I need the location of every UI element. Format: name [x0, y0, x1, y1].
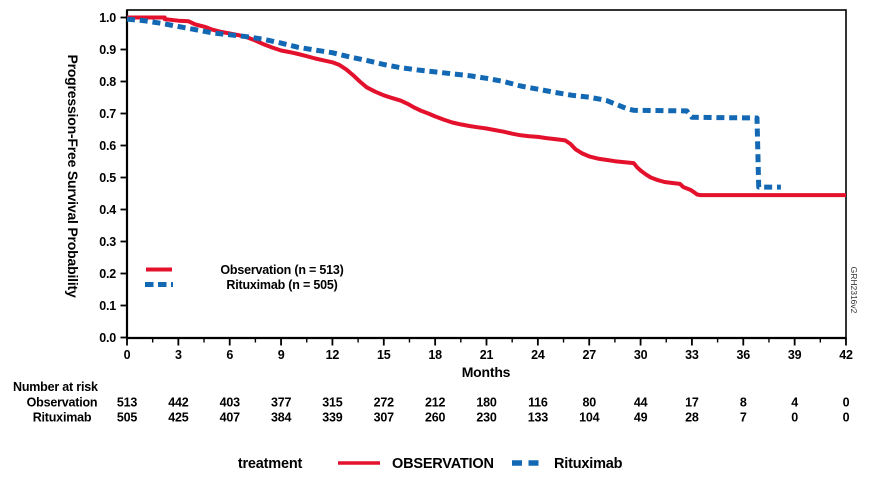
risk-value: 80: [582, 396, 596, 410]
risk-value: 260: [425, 411, 446, 425]
bottom-legend-observation-label: OBSERVATION: [392, 456, 494, 472]
risk-table-title: Number at risk: [13, 380, 98, 394]
chart-legend: Observation (n = 513) Rituximab (n = 505…: [145, 263, 344, 292]
risk-value: 407: [220, 411, 241, 425]
risk-table: Number at risk Observation Rituximab: [13, 380, 98, 425]
risk-value: 4: [791, 396, 798, 410]
bottom-legend-rituximab-label: Rituximab: [554, 456, 623, 472]
x-tick-label: 27: [582, 348, 596, 362]
risk-value: 230: [476, 411, 497, 425]
x-tick-label: 6: [226, 348, 233, 362]
legend-observation-label: Observation (n = 513): [220, 263, 343, 277]
x-tick-label: 21: [480, 348, 494, 362]
risk-value: 0: [843, 411, 850, 425]
risk-value: 384: [271, 411, 292, 425]
x-tick-label: 36: [737, 348, 751, 362]
risk-value: 272: [374, 396, 395, 410]
risk-value: 339: [322, 411, 343, 425]
survival-curves: [126, 15, 846, 198]
risk-value: 116: [528, 396, 548, 410]
y-tick-label: 0.6: [99, 139, 116, 153]
risk-value: 28: [685, 411, 699, 425]
risk-value: 7: [740, 411, 747, 425]
risk-row-observation-label: Observation: [27, 396, 98, 410]
bottom-legend: treatment OBSERVATION Rituximab: [238, 456, 623, 472]
legend-rituximab-label: Rituximab (n = 505): [226, 278, 337, 292]
risk-value: 377: [271, 396, 292, 410]
risk-value: 403: [220, 396, 241, 410]
y-tick-label: 0.5: [99, 171, 116, 185]
risk-value: 17: [685, 396, 699, 410]
y-tick-label: 0.7: [99, 107, 116, 121]
x-tick-label: 33: [685, 348, 699, 362]
risk-value: 0: [791, 411, 798, 425]
bottom-legend-title: treatment: [238, 456, 303, 472]
observation-curve: [127, 15, 846, 198]
risk-value: 212: [425, 396, 446, 410]
risk-value: 133: [528, 411, 549, 425]
y-tick-label: 0.0: [99, 331, 116, 345]
x-tick-label: 30: [634, 348, 648, 362]
x-tick-label: 42: [839, 348, 853, 362]
x-tick-label: 0: [124, 348, 131, 362]
x-tick-label: 9: [278, 348, 285, 362]
risk-value: 505: [117, 411, 138, 425]
risk-value: 180: [476, 396, 497, 410]
x-tick-label: 15: [377, 348, 391, 362]
risk-value: 104: [579, 411, 600, 425]
risk-value: 0: [843, 396, 850, 410]
x-tick-label: 39: [788, 348, 802, 362]
risk-value: 513: [117, 396, 138, 410]
y-tick-label: 0.9: [99, 43, 116, 57]
y-tick-label: 0.2: [99, 267, 116, 281]
risk-value: 425: [168, 411, 189, 425]
risk-value: 8: [740, 396, 747, 410]
risk-row-rituximab-label: Rituximab: [33, 411, 92, 425]
y-axis-title: Progression-Free Survival Probability: [65, 54, 81, 298]
risk-value: 44: [634, 396, 648, 410]
rituximab-curve: [126, 16, 781, 190]
risk-value: 49: [634, 411, 648, 425]
risk-value: 307: [374, 411, 395, 425]
y-tick-label: 0.8: [99, 75, 116, 89]
figure-id-watermark: GRH2316v2: [849, 267, 859, 314]
y-tick-label: 0.1: [99, 299, 116, 313]
y-tick-label: 1.0: [99, 11, 116, 25]
y-axis-ticks: 0.0 0.1 0.2 0.3 0.4 0.5 0.6 0.7 0.8 0.9 1.0: [99, 11, 127, 345]
risk-value: 315: [322, 396, 343, 410]
x-axis-title: Months: [462, 364, 511, 380]
x-tick-label: 12: [326, 348, 340, 362]
x-tick-label: 18: [428, 348, 442, 362]
x-tick-label: 3: [175, 348, 182, 362]
x-tick-label: 24: [531, 348, 545, 362]
y-tick-label: 0.3: [99, 235, 116, 249]
y-tick-label: 0.4: [99, 203, 116, 217]
x-axis-ticks: 0 3 6 9 12 15 18 21 24 27 30 33 36 39 42: [124, 338, 853, 362]
risk-value: 442: [168, 396, 189, 410]
